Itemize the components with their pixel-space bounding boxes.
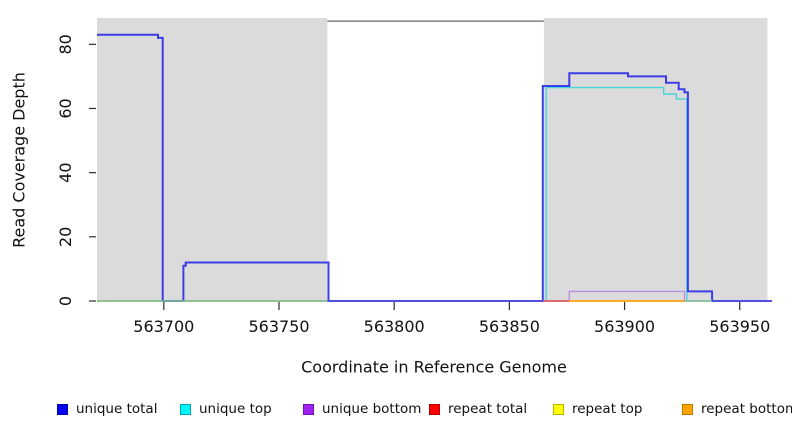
x-tick-label: 563700 — [133, 317, 194, 336]
legend-label: repeat bottom — [701, 401, 792, 417]
legend-item-repeat-total: repeat total — [429, 401, 527, 417]
legend-swatch-unique-bottom — [303, 403, 314, 415]
y-tick-label: 60 — [56, 98, 75, 118]
x-axis-title: Coordinate in Reference Genome — [301, 357, 567, 377]
legend-label: unique bottom — [322, 401, 422, 417]
x-tick-label: 563800 — [364, 317, 425, 336]
legend-swatch-repeat-top — [553, 403, 564, 415]
y-tick-label: 0 — [56, 296, 75, 306]
legend-item-unique-bottom: unique bottom — [303, 401, 421, 417]
masked-region — [97, 18, 328, 301]
y-tick-label: 20 — [56, 227, 75, 247]
legend-label: unique top — [199, 401, 272, 417]
legend-item-repeat-top: repeat top — [553, 401, 642, 417]
legend-item-unique-top: unique top — [180, 401, 272, 417]
masked-region — [543, 18, 768, 301]
y-tick-label: 40 — [56, 162, 75, 182]
legend-label: repeat total — [448, 401, 528, 417]
legend-swatch-unique-top — [180, 403, 191, 415]
legend-swatch-unique-total — [57, 403, 68, 415]
y-tick-label: 80 — [56, 34, 75, 54]
x-tick-label: 563950 — [709, 317, 770, 336]
x-tick-label: 563850 — [479, 317, 540, 336]
legend-item-repeat-bottom: repeat bottom — [682, 401, 792, 417]
legend-swatch-repeat-bottom — [682, 403, 693, 415]
legend-label: unique total — [76, 401, 158, 417]
y-axis-title: Read Coverage Depth — [9, 72, 29, 248]
legend-label: repeat top — [572, 401, 643, 417]
plot-area: 563700 563750 563800 563850 563900 563950 0 20 4… — [56, 18, 772, 336]
series-line-unique-top — [97, 86, 772, 302]
x-tick-label: 563900 — [594, 317, 655, 336]
x-tick-label: 563750 — [248, 317, 309, 336]
legend-item-unique-total: unique total — [57, 401, 157, 417]
legend-swatch-repeat-total — [429, 403, 440, 415]
